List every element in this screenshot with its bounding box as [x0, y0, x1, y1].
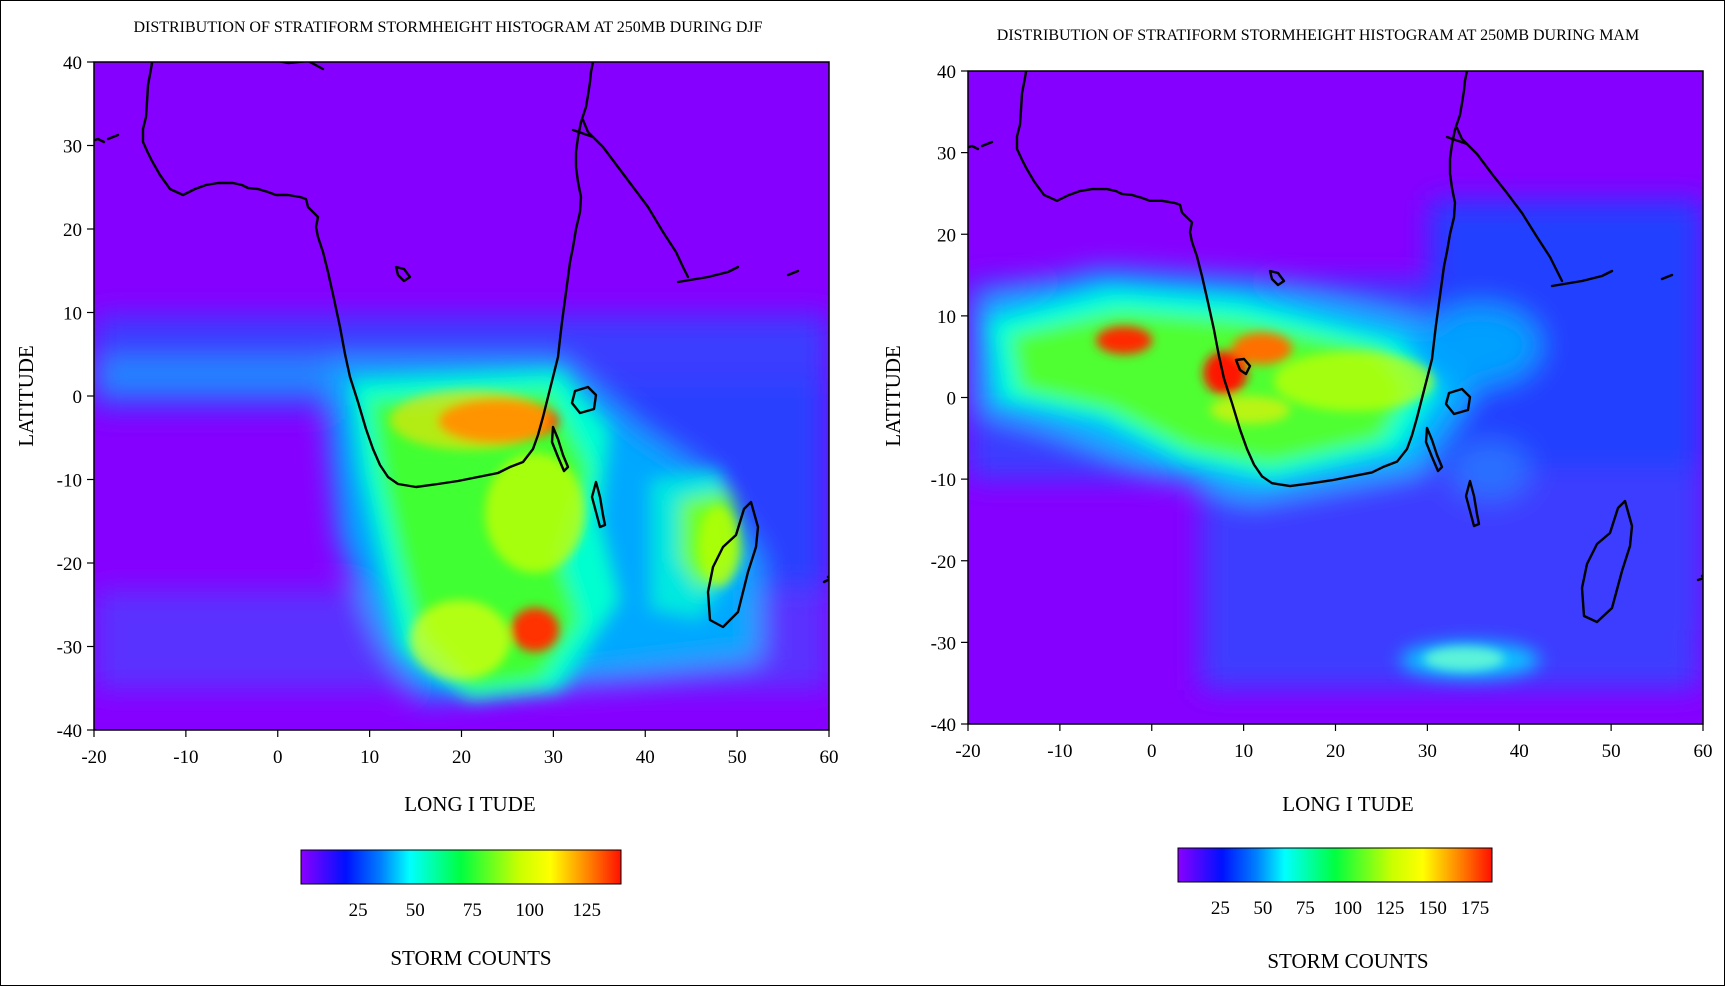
- colorbar-mam: 25 50 75 100 125 150 175 STORM COUNTS: [1177, 847, 1493, 973]
- x-tick-label: 40: [636, 747, 655, 768]
- hotspot-mam-3: [1232, 332, 1292, 365]
- heatmap-mam: [968, 71, 1703, 724]
- y-axis-mam: 40 30 20 10 0 -10 -20 -30 -40: [931, 62, 968, 736]
- y-tick-label: 40: [63, 53, 82, 74]
- hotspot-djf-2: [511, 607, 559, 652]
- coastline-mam: [968, 71, 1703, 624]
- colorbar-gradient-djf: [300, 849, 622, 885]
- y-tick-label: 30: [937, 144, 956, 165]
- y-tick-label: -40: [57, 721, 82, 742]
- x-tick-label: 50: [1602, 741, 1621, 762]
- x-tick-label: 10: [1234, 741, 1253, 762]
- hotspot-mam-1: [1096, 326, 1153, 355]
- x-tick-label: 60: [1694, 741, 1713, 762]
- colorbar-tick-label: 50: [1253, 898, 1272, 919]
- y-axis-label-mam: LATITUDE: [881, 345, 905, 446]
- colorbar-tick-label: 25: [349, 900, 368, 921]
- y-tick-label: -40: [931, 715, 956, 736]
- colorbar-label-mam: STORM COUNTS: [1267, 949, 1428, 973]
- x-tick-label: 20: [452, 747, 471, 768]
- colorbar-gradient-mam: [1177, 847, 1493, 883]
- heatmap-hotspots-mam: [1096, 326, 1505, 671]
- y-tick-label: -10: [57, 471, 82, 492]
- colorbar-tick-label: 100: [515, 900, 544, 921]
- colorbar-tick-label: 125: [1376, 898, 1405, 919]
- colorbar-tick-label: 25: [1211, 898, 1230, 919]
- y-tick-label: -10: [931, 470, 956, 491]
- y-tick-label: -20: [57, 554, 82, 575]
- heatmap-hotspots-djf: [390, 390, 739, 680]
- colorbar-tick-label: 100: [1333, 898, 1362, 919]
- x-tick-label: 0: [1147, 741, 1157, 762]
- x-tick-label: 30: [544, 747, 563, 768]
- y-tick-label: 30: [63, 137, 82, 158]
- y-tick-label: -30: [57, 638, 82, 659]
- colorbar-djf: 25 50 75 100 125 STORM COUNTS: [300, 849, 622, 970]
- colorbar-tick-label: 75: [463, 900, 482, 921]
- x-axis-mam: -20 -10 0 10 20 30 40 50 60: [955, 724, 1713, 762]
- hotspot-djf-3: [485, 452, 585, 573]
- map-panel-djf: DISTRIBUTION OF STRATIFORM STORMHEIGHT H…: [14, 19, 839, 970]
- x-axis-djf: -20 -10 0 10 20 30 40 50 60: [81, 730, 839, 768]
- x-axis-label-djf: LONG I TUDE: [404, 792, 535, 816]
- x-tick-label: -20: [81, 747, 106, 768]
- x-tick-label: 30: [1418, 741, 1437, 762]
- y-axis-djf: 40 30 20 10 0 -10 -20 -30 -40: [57, 53, 94, 742]
- y-tick-label: 0: [73, 387, 83, 408]
- colorbar-label-djf: STORM COUNTS: [390, 946, 551, 970]
- y-tick-label: 20: [63, 220, 82, 241]
- colorbar-tick-label: 50: [406, 900, 425, 921]
- y-tick-label: 10: [937, 307, 956, 328]
- x-tick-label: 20: [1326, 741, 1345, 762]
- x-axis-label-mam: LONG I TUDE: [1282, 792, 1413, 816]
- y-tick-label: -30: [931, 633, 956, 654]
- y-axis-label-djf: LATITUDE: [14, 345, 38, 446]
- x-tick-label: -10: [173, 747, 198, 768]
- heatmap-djf: [94, 62, 829, 730]
- x-tick-label: 40: [1510, 741, 1529, 762]
- y-tick-label: 0: [947, 389, 957, 410]
- x-tick-label: 10: [360, 747, 379, 768]
- x-tick-label: -10: [1047, 741, 1072, 762]
- coastline-djf: [94, 62, 829, 629]
- hotspot-djf-4: [698, 506, 739, 587]
- y-tick-label: 20: [937, 225, 956, 246]
- x-tick-label: 50: [728, 747, 747, 768]
- y-tick-label: 10: [63, 304, 82, 325]
- x-tick-label: -20: [955, 741, 980, 762]
- hotspot-mam-5: [1424, 646, 1505, 671]
- x-tick-label: 0: [273, 747, 283, 768]
- x-tick-label: 60: [820, 747, 839, 768]
- map-title-mam: DISTRIBUTION OF STRATIFORM STORMHEIGHT H…: [997, 27, 1639, 44]
- map-panel-mam: DISTRIBUTION OF STRATIFORM STORMHEIGHT H…: [881, 27, 1713, 973]
- y-tick-label: -20: [931, 552, 956, 573]
- colorbar-tick-label: 75: [1296, 898, 1315, 919]
- colorbar-tick-label: 175: [1461, 898, 1490, 919]
- colorbar-tick-label: 150: [1418, 898, 1447, 919]
- y-tick-label: 40: [937, 62, 956, 83]
- map-title-djf: DISTRIBUTION OF STRATIFORM STORMHEIGHT H…: [133, 19, 762, 36]
- hotspot-mam-4: [1273, 351, 1434, 412]
- colorbar-tick-label: 125: [572, 900, 601, 921]
